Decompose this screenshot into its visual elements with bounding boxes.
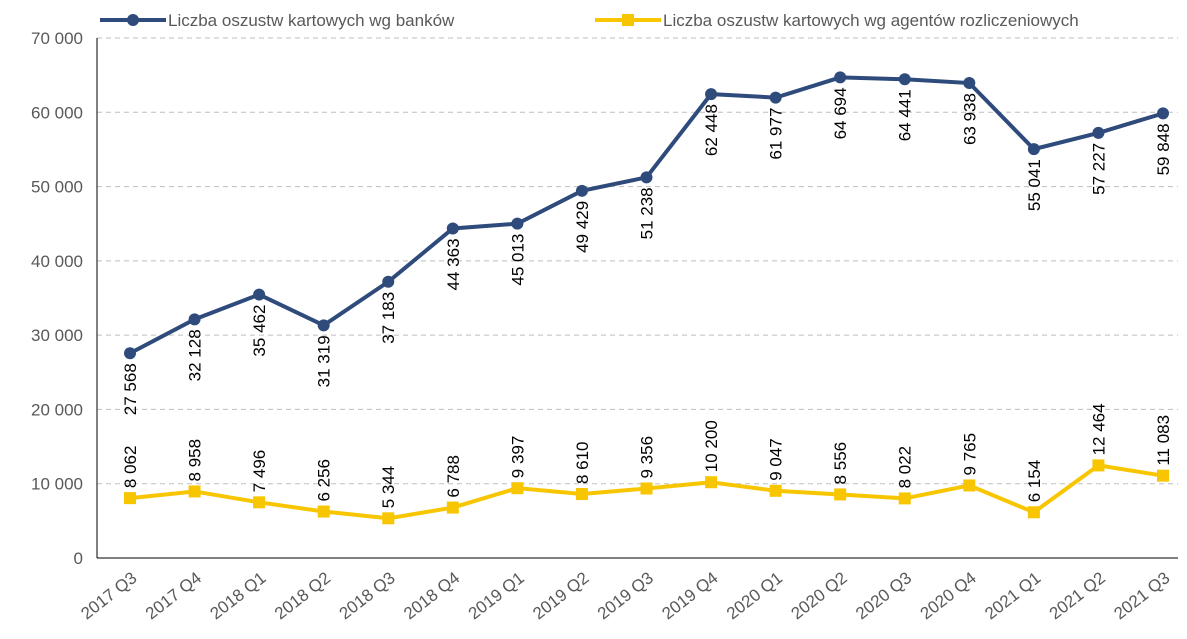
y-tick-label: 60 000 (31, 103, 83, 122)
marker (124, 347, 136, 360)
data-label: 6 256 (315, 459, 334, 502)
x-tick-label: 2018 Q4 (400, 568, 463, 623)
marker (1092, 459, 1105, 472)
marker (575, 488, 588, 501)
data-label: 11 083 (1154, 415, 1173, 466)
data-label: 8 610 (573, 441, 592, 484)
x-tick-label: 2020 Q3 (852, 568, 915, 623)
x-tick-label: 2021 Q3 (1110, 568, 1173, 623)
x-tick-label: 2018 Q3 (336, 568, 399, 623)
data-label: 51 238 (638, 187, 657, 239)
marker (640, 482, 653, 495)
legend-label: Liczba oszustw kartowych wg agentów rozl… (663, 11, 1079, 30)
x-tick-label: 2017 Q4 (142, 568, 205, 623)
data-label: 37 183 (379, 292, 398, 344)
marker (188, 313, 201, 326)
marker (446, 501, 459, 514)
data-label: 61 977 (767, 108, 786, 160)
marker (1027, 143, 1040, 156)
marker (963, 479, 976, 492)
marker (769, 484, 782, 497)
marker (898, 492, 911, 505)
marker (511, 482, 524, 495)
marker (1092, 126, 1105, 139)
marker (124, 492, 136, 505)
x-tick-label: 2020 Q2 (788, 568, 851, 623)
data-label: 8 022 (896, 446, 915, 489)
data-label: 45 013 (508, 234, 527, 286)
marker (446, 222, 459, 235)
marker (705, 476, 718, 489)
marker (188, 485, 201, 498)
data-label: 44 363 (444, 238, 463, 290)
x-tick-label: 2020 Q4 (917, 568, 980, 623)
data-label: 49 429 (573, 201, 592, 253)
data-label: 9 356 (638, 436, 657, 479)
marker (705, 88, 718, 101)
data-label: 7 496 (250, 450, 269, 493)
data-label: 9 047 (767, 438, 786, 481)
data-label: 32 128 (186, 329, 205, 381)
data-label: 5 344 (379, 466, 398, 509)
legend-marker (622, 14, 634, 26)
x-tick-label: 2020 Q1 (723, 568, 786, 623)
marker (898, 73, 911, 86)
x-tick-label: 2021 Q1 (981, 568, 1044, 623)
legend-marker (127, 14, 139, 26)
marker (253, 496, 266, 509)
data-label: 8 062 (121, 446, 140, 489)
x-tick-label: 2019 Q1 (465, 568, 528, 623)
x-tick-label: 2018 Q2 (271, 568, 334, 623)
marker (640, 171, 653, 184)
marker (382, 512, 395, 525)
data-label: 9 397 (508, 436, 527, 479)
data-label: 10 200 (702, 420, 721, 472)
data-label: 31 319 (315, 335, 334, 387)
marker (1027, 506, 1040, 519)
marker (253, 288, 266, 301)
marker (1157, 469, 1169, 482)
data-label: 12 464 (1089, 403, 1108, 455)
y-tick-label: 0 (74, 549, 83, 568)
data-label: 55 041 (1025, 159, 1044, 211)
x-tick-label: 2017 Q3 (77, 568, 140, 623)
data-label: 6 154 (1025, 460, 1044, 503)
data-label: 35 462 (250, 305, 269, 357)
y-tick-label: 40 000 (31, 252, 83, 271)
data-label: 63 938 (960, 93, 979, 145)
marker (382, 275, 395, 288)
data-label: 64 694 (831, 87, 850, 139)
x-tick-label: 2019 Q2 (529, 568, 592, 623)
x-tick-label: 2019 Q4 (658, 568, 721, 623)
data-label: 62 448 (702, 104, 721, 156)
data-label: 8 556 (831, 442, 850, 485)
marker (1157, 107, 1169, 120)
marker (834, 488, 847, 501)
y-tick-label: 20 000 (31, 400, 83, 419)
data-label: 64 441 (896, 89, 915, 141)
marker (317, 319, 330, 332)
marker (769, 91, 782, 104)
data-label: 57 227 (1089, 143, 1108, 195)
marker (963, 77, 976, 90)
data-label: 59 848 (1154, 123, 1173, 175)
y-tick-label: 50 000 (31, 178, 83, 197)
marker (834, 71, 847, 84)
legend-label: Liczba oszustw kartowych wg banków (168, 11, 455, 30)
data-label: 6 788 (444, 455, 463, 498)
y-tick-label: 70 000 (31, 29, 83, 48)
y-tick-label: 10 000 (31, 475, 83, 494)
x-tick-label: 2019 Q3 (594, 568, 657, 623)
x-tick-label: 2018 Q1 (206, 568, 269, 623)
y-tick-label: 30 000 (31, 326, 83, 345)
data-label: 8 958 (186, 439, 205, 482)
marker (511, 217, 524, 230)
data-label: 9 765 (960, 433, 979, 476)
x-tick-label: 2021 Q2 (1046, 568, 1109, 623)
data-label: 27 568 (121, 363, 140, 415)
marker (575, 184, 588, 197)
marker (317, 505, 330, 518)
